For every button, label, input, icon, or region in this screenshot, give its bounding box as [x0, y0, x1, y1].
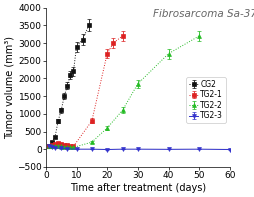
Y-axis label: Tumor volume (mm³): Tumor volume (mm³) — [4, 36, 14, 139]
Text: Fibrosarcoma Sa-37: Fibrosarcoma Sa-37 — [152, 9, 254, 19]
Legend: CG2, TG2-1, TG2-2, TG2-3: CG2, TG2-1, TG2-2, TG2-3 — [186, 77, 225, 123]
X-axis label: Time after treatment (days): Time after treatment (days) — [70, 183, 205, 193]
